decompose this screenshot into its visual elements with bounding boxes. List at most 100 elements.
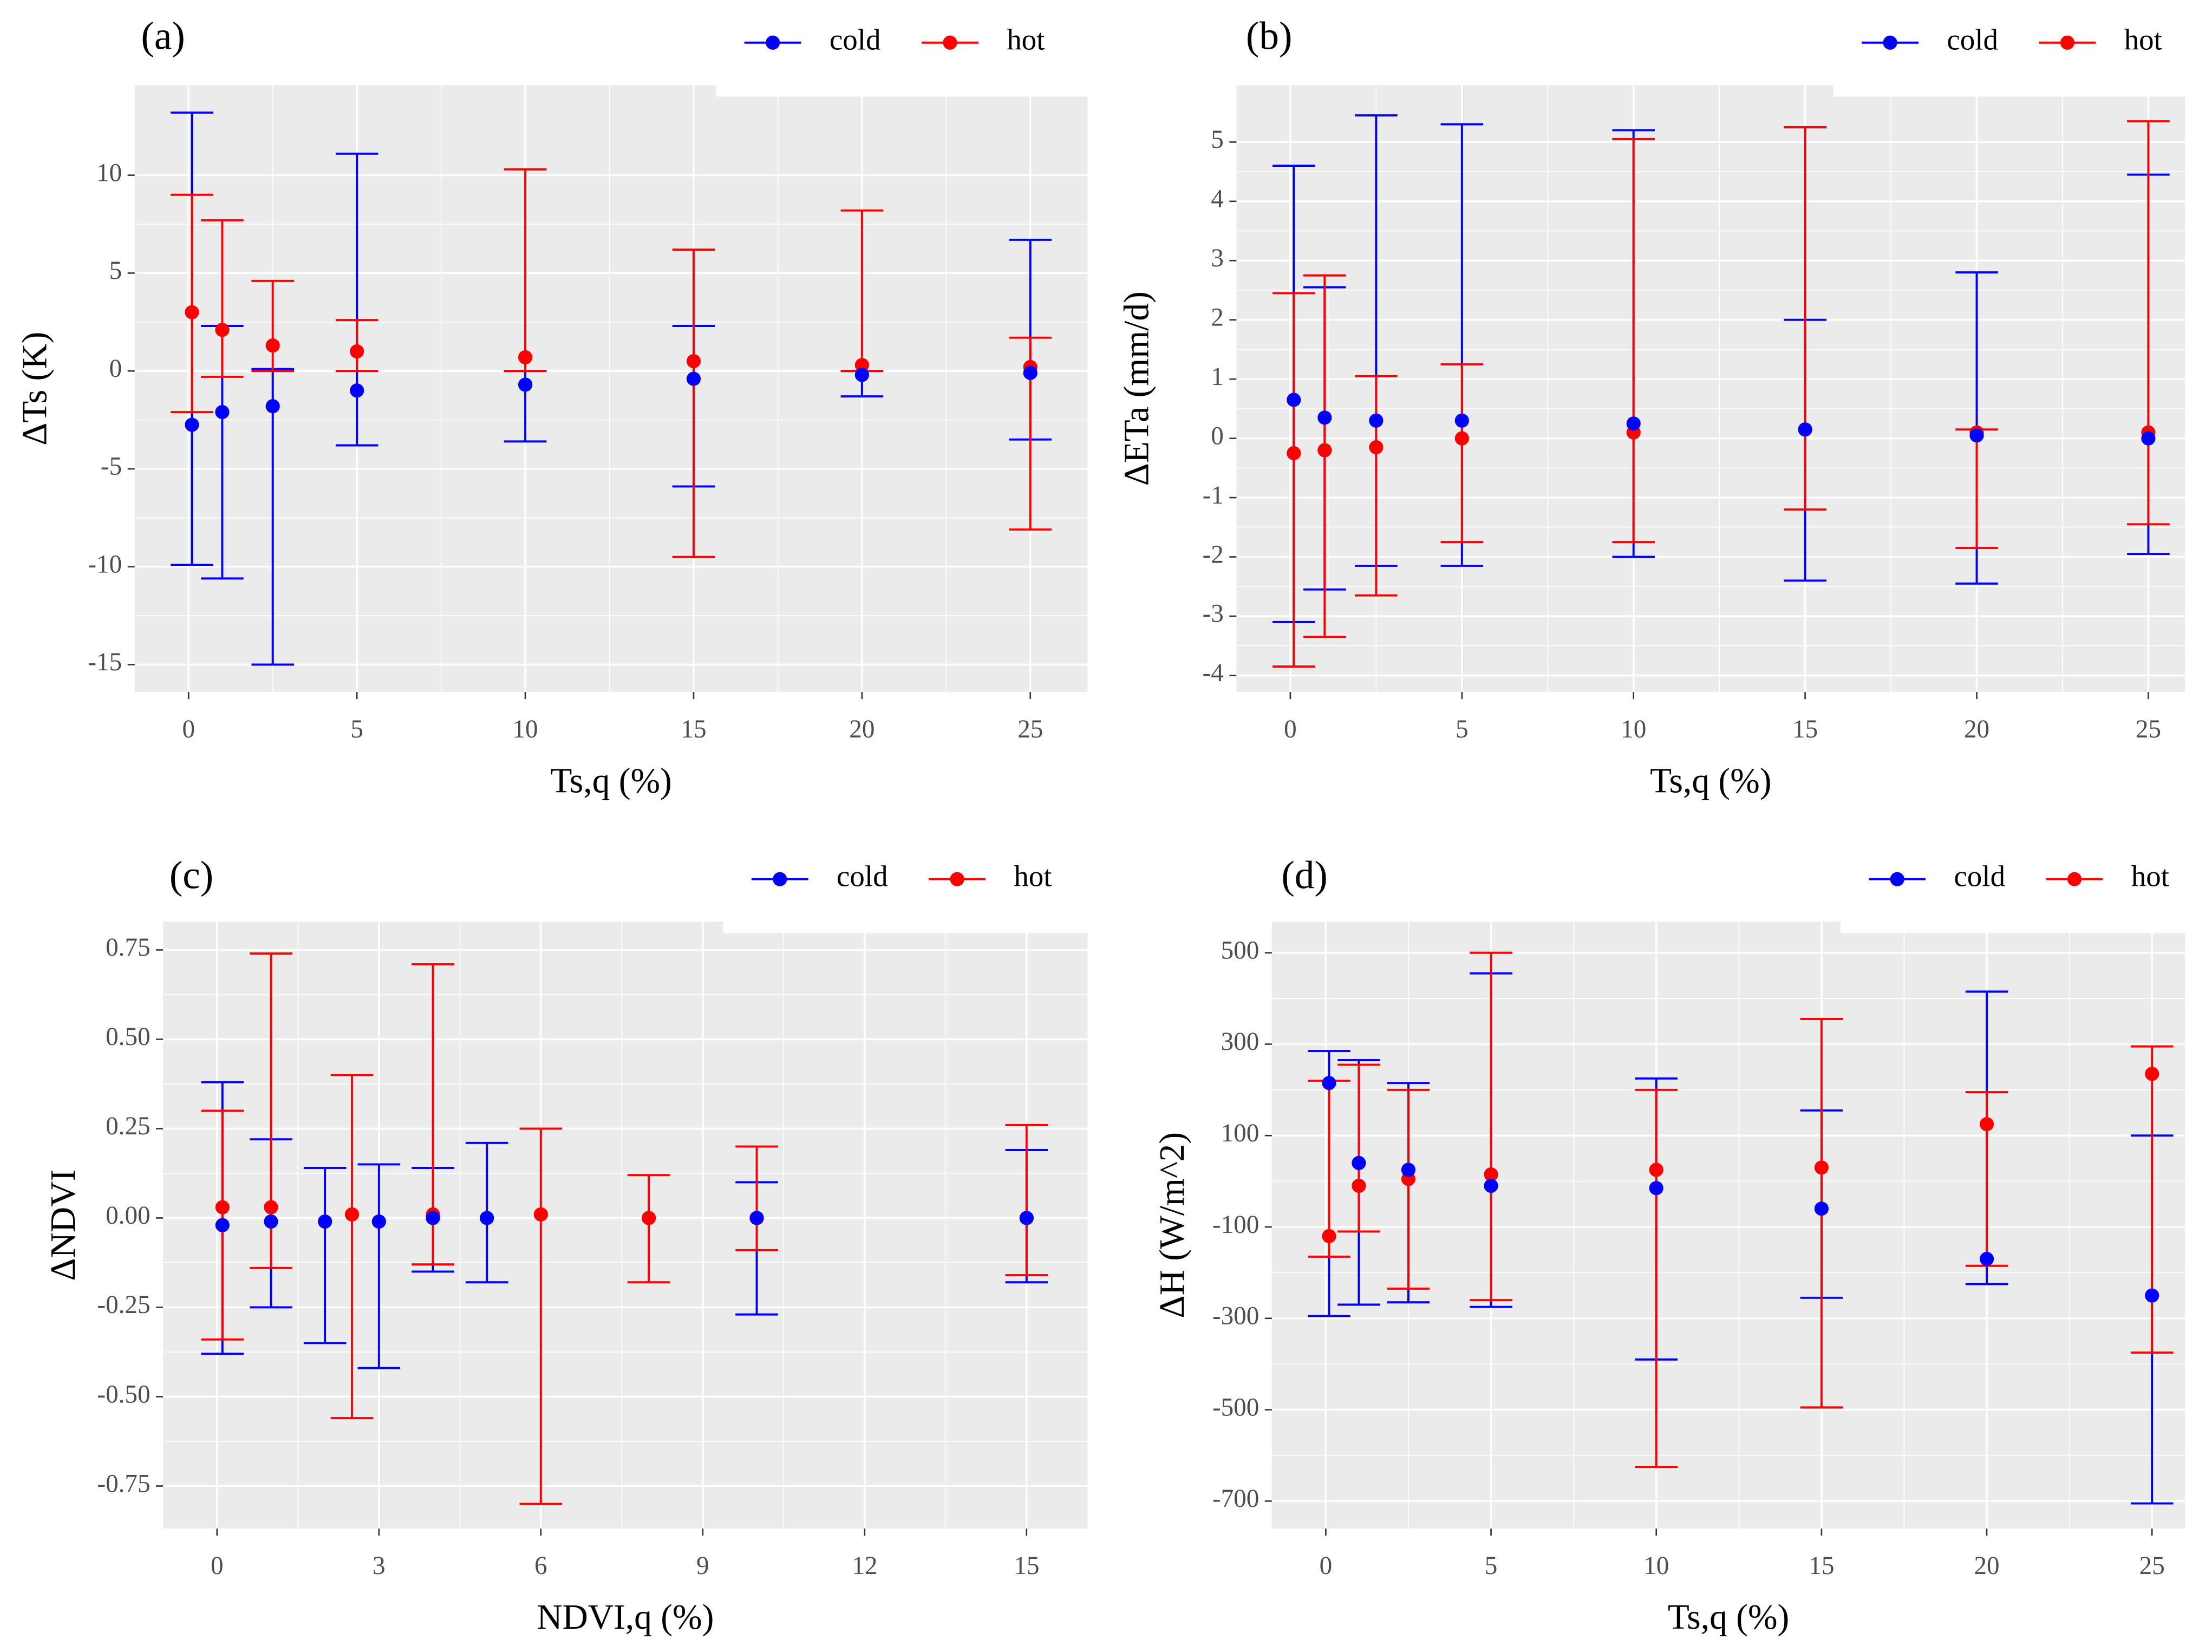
panel-label: (a)	[141, 14, 185, 57]
point	[1969, 428, 1984, 443]
x-axis-title: Ts,q (%)	[550, 761, 671, 800]
y-tick-label: 1	[1211, 363, 1224, 391]
point	[642, 1211, 656, 1225]
point	[854, 358, 869, 373]
legend-label: hot	[1014, 859, 1052, 892]
y-tick-label: 5	[109, 257, 122, 285]
point	[2145, 1288, 2159, 1303]
legend-dot	[1883, 35, 1897, 50]
point	[265, 338, 280, 353]
point	[1352, 1155, 1366, 1170]
point	[480, 1211, 494, 1225]
y-axis-title: ΔNDVI	[44, 1170, 83, 1281]
point	[1454, 413, 1469, 428]
x-tick-label: 0	[182, 715, 195, 743]
point	[2145, 1067, 2159, 1081]
y-tick-label: -2	[1203, 540, 1224, 569]
point	[215, 323, 230, 337]
legend-label: cold	[1954, 859, 2005, 892]
y-tick-label: 0.75	[106, 933, 150, 962]
x-axis-title: NDVI,q (%)	[537, 1598, 714, 1637]
point	[265, 399, 280, 414]
x-tick-label: 5	[1485, 1552, 1498, 1580]
y-tick-label: 0.00	[106, 1202, 150, 1230]
legend-dot	[950, 872, 964, 886]
point	[686, 354, 701, 369]
point	[215, 404, 230, 420]
y-tick-label: -700	[1212, 1485, 1259, 1513]
legend-background	[723, 904, 1088, 933]
point	[1019, 1211, 1034, 1225]
point	[2141, 431, 2156, 446]
x-tick-label: 25	[2139, 1552, 2165, 1580]
point	[1979, 1251, 1994, 1266]
point	[854, 368, 869, 382]
x-tick-label: 20	[1964, 715, 1989, 743]
x-tick-label: 5	[350, 715, 363, 743]
y-tick-label: 100	[1221, 1119, 1260, 1147]
legend-label: hot	[1007, 23, 1045, 56]
legend-dot	[773, 872, 787, 886]
y-tick-label: 300	[1221, 1028, 1260, 1056]
y-tick-label: -4	[1203, 659, 1224, 687]
plot-background	[1236, 85, 2185, 693]
y-tick-label: -0.50	[97, 1380, 150, 1408]
point	[1287, 393, 1301, 407]
point	[1484, 1178, 1498, 1193]
legend-dot	[2060, 35, 2074, 50]
point	[1979, 1117, 1994, 1132]
x-tick-label: 15	[1809, 1552, 1834, 1580]
x-axis-title: Ts,q (%)	[1650, 761, 1771, 800]
x-tick-label: 5	[1456, 715, 1469, 743]
y-tick-label: 0.50	[106, 1023, 150, 1051]
x-tick-label: 10	[1621, 715, 1646, 743]
point	[1369, 413, 1384, 428]
x-tick-label: 9	[696, 1552, 709, 1580]
y-tick-label: -10	[88, 550, 122, 578]
x-tick-label: 25	[1017, 715, 1043, 743]
point	[264, 1214, 278, 1229]
point	[350, 383, 364, 398]
legend-dot	[943, 35, 957, 50]
plot-background	[1271, 922, 2185, 1529]
legend-label: hot	[2131, 859, 2169, 892]
legend-label: cold	[837, 859, 888, 892]
y-tick-label: 500	[1221, 936, 1260, 964]
panel: -15 -10 -5 0 5 10 0 5 10 15 20 25 Ts,q (%) ΔTs (K) (a)…	[16, 14, 1088, 800]
y-axis-title: ΔTs (K)	[16, 332, 55, 446]
y-tick-label: -3	[1203, 600, 1224, 628]
point	[350, 344, 364, 359]
point	[371, 1214, 386, 1229]
x-tick-label: 10	[1643, 1552, 1669, 1580]
point	[1322, 1229, 1336, 1243]
x-tick-label: 15	[1014, 1552, 1039, 1580]
y-tick-label: 5	[1211, 126, 1224, 154]
point	[318, 1214, 332, 1229]
x-axis-title: Ts,q (%)	[1668, 1598, 1789, 1637]
point	[1626, 416, 1641, 431]
point	[1454, 431, 1469, 446]
point	[749, 1211, 764, 1225]
y-tick-label: 0	[109, 355, 122, 383]
legend-label: cold	[830, 23, 881, 56]
point	[1649, 1163, 1663, 1177]
point	[1352, 1178, 1366, 1193]
y-tick-label: -5	[101, 453, 122, 481]
x-tick-label: 10	[512, 715, 538, 743]
plot-background	[163, 922, 1088, 1529]
point	[215, 1218, 230, 1232]
legend-background	[716, 68, 1088, 97]
legend-label: hot	[2124, 23, 2162, 56]
panel-label: (c)	[169, 853, 213, 897]
panel: -700 -500 -300 -100 100 300 500 0 5 10 15 20 25 Ts,q …	[1153, 853, 2185, 1637]
y-axis-title: ΔETa (mm/d)	[1117, 291, 1156, 486]
point	[518, 350, 533, 364]
x-tick-label: 0	[1320, 1552, 1333, 1580]
y-tick-label: 3	[1211, 244, 1224, 272]
legend-label: cold	[1947, 23, 1998, 56]
y-axis-title: ΔH (W/m^2)	[1153, 1132, 1192, 1318]
panel: -4 -3 -2 -1 0 1 2 3 4 5 0 5 10 15 20 25 Ts,q (%) ΔETa (mm…	[1117, 14, 2185, 800]
x-tick-label: 25	[2136, 715, 2161, 743]
point	[185, 305, 199, 319]
